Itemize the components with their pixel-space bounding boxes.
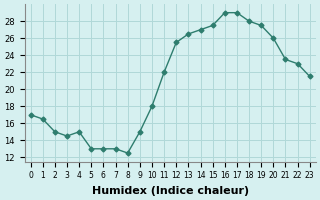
X-axis label: Humidex (Indice chaleur): Humidex (Indice chaleur) [92, 186, 249, 196]
